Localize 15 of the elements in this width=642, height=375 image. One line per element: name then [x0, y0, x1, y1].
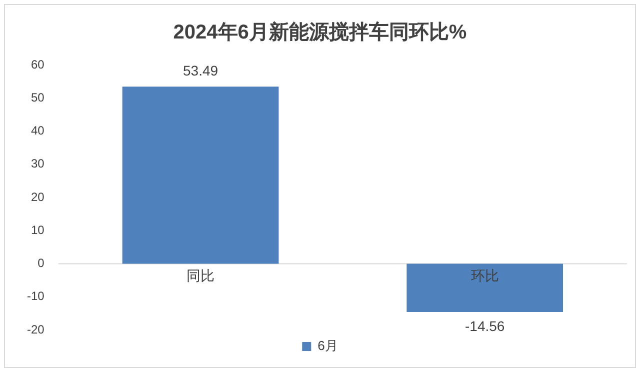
x-tick-label: 同比: [186, 268, 215, 284]
y-tick-label: 40: [30, 124, 45, 138]
y-tick-label: -10: [27, 289, 45, 304]
chart-title: 2024年6月新能源搅拌车同环比%: [173, 20, 467, 44]
y-tick-label: 10: [30, 222, 45, 237]
y-tick-label: -20: [27, 322, 45, 336]
y-tick-label: 50: [30, 90, 45, 104]
y-tick-label: 0: [38, 256, 45, 270]
data-label: -14.56: [464, 318, 505, 334]
y-tick-label: 30: [30, 156, 45, 171]
legend-label: 6月: [318, 338, 338, 354]
x-tick-label: 环比: [470, 268, 499, 284]
y-tick-label: 20: [30, 190, 45, 204]
y-tick-label: 60: [30, 57, 45, 72]
data-label: 53.49: [182, 62, 218, 78]
